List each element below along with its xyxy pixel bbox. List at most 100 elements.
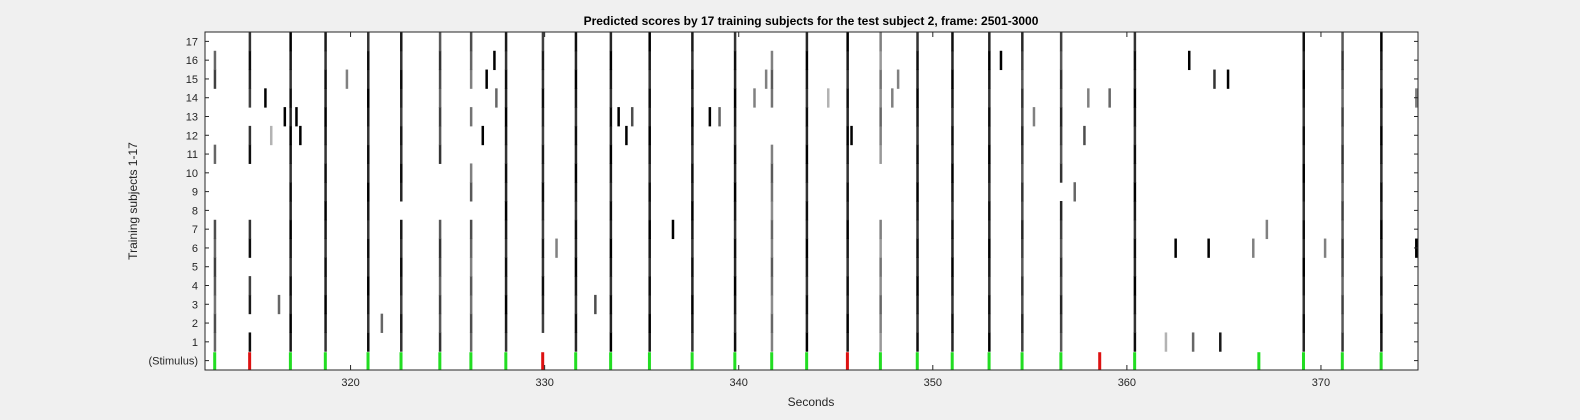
score-cell [1059,144,1063,164]
score-cell [896,69,900,89]
score-cell [1302,69,1305,89]
score-cell [1380,182,1383,202]
score-cell [1083,125,1086,146]
score-cell [289,125,292,146]
score-cell [574,219,578,240]
score-cell [609,163,613,183]
score-cell [504,107,508,127]
score-cell [1302,32,1305,52]
score-cell [671,219,675,240]
score-cell [609,69,613,89]
score-cell [1032,107,1036,127]
score-cell [770,201,774,221]
score-cell [541,219,545,240]
y-tick-label: 11 [187,149,198,161]
score-cell [691,313,694,333]
score-cell [1059,219,1063,240]
score-cell [733,125,737,146]
score-cell [1341,107,1344,127]
score-cell [846,238,849,258]
score-cell [469,219,473,240]
score-cell [609,238,613,258]
score-cell [213,313,217,333]
score-cell [324,313,327,333]
stimulus-mark [248,352,252,370]
score-cell [299,125,302,146]
y-tick-label: 5 [192,262,198,274]
score-cell [400,276,403,296]
stimulus-mark [878,352,882,370]
score-cell [493,50,496,71]
score-cell [400,69,403,89]
score-cell [951,32,954,52]
score-cell [504,163,508,183]
score-cell [1087,88,1090,108]
score-cell [879,276,882,296]
score-cell [1380,332,1383,352]
score-cell [846,50,849,71]
score-cell [805,182,809,202]
score-cell [916,276,919,296]
score-cell [438,257,442,277]
score-cell [213,276,217,296]
score-cell [609,182,613,202]
score-cell [805,257,809,277]
score-cell [648,88,651,108]
score-cell [733,276,737,296]
score-cell [951,201,954,221]
score-cell [1341,50,1344,71]
score-cell [289,201,292,221]
stimulus-mark [805,352,809,370]
score-cell [1341,238,1344,258]
score-cell [805,238,809,258]
score-cell [916,69,919,89]
score-cell [574,276,578,296]
score-cell [609,294,613,315]
score-cell [541,313,545,333]
score-cell [879,313,882,333]
score-cell [574,313,578,333]
score-cell [289,276,292,296]
score-cell [400,313,403,333]
score-cell [1133,238,1137,258]
score-cell [324,332,327,352]
score-cell [1059,88,1063,108]
score-cell [617,107,620,127]
score-cell [1021,125,1024,146]
score-cell [1059,276,1063,296]
score-cell [213,257,217,277]
score-cell [770,257,774,277]
score-cell [846,294,849,315]
score-cell [504,332,508,352]
score-cell [504,276,508,296]
score-cell [916,107,919,127]
score-cell [648,201,651,221]
score-cell [988,276,991,296]
score-cell [733,257,737,277]
score-cell [574,32,578,52]
score-cell [367,107,370,127]
score-cell [1133,163,1137,183]
score-cell [691,257,694,277]
score-cell [999,50,1003,71]
score-cell [691,125,694,146]
score-cell [400,294,403,315]
score-cell [400,50,403,71]
score-cell [609,32,613,52]
stimulus-mark [609,352,613,370]
score-cell [438,238,442,258]
y-tick-label: 13 [186,112,198,124]
score-cell [1226,69,1230,89]
score-cell [504,294,508,315]
score-cell [248,238,252,258]
stimulus-mark [438,352,442,370]
score-cell [1341,201,1344,221]
score-cells [213,32,1418,352]
score-cell [324,257,327,277]
score-cell [248,125,252,146]
score-cell [770,144,774,164]
score-cell [574,50,578,71]
score-cell [764,69,768,89]
score-cell [879,125,882,146]
score-cell [324,201,327,221]
